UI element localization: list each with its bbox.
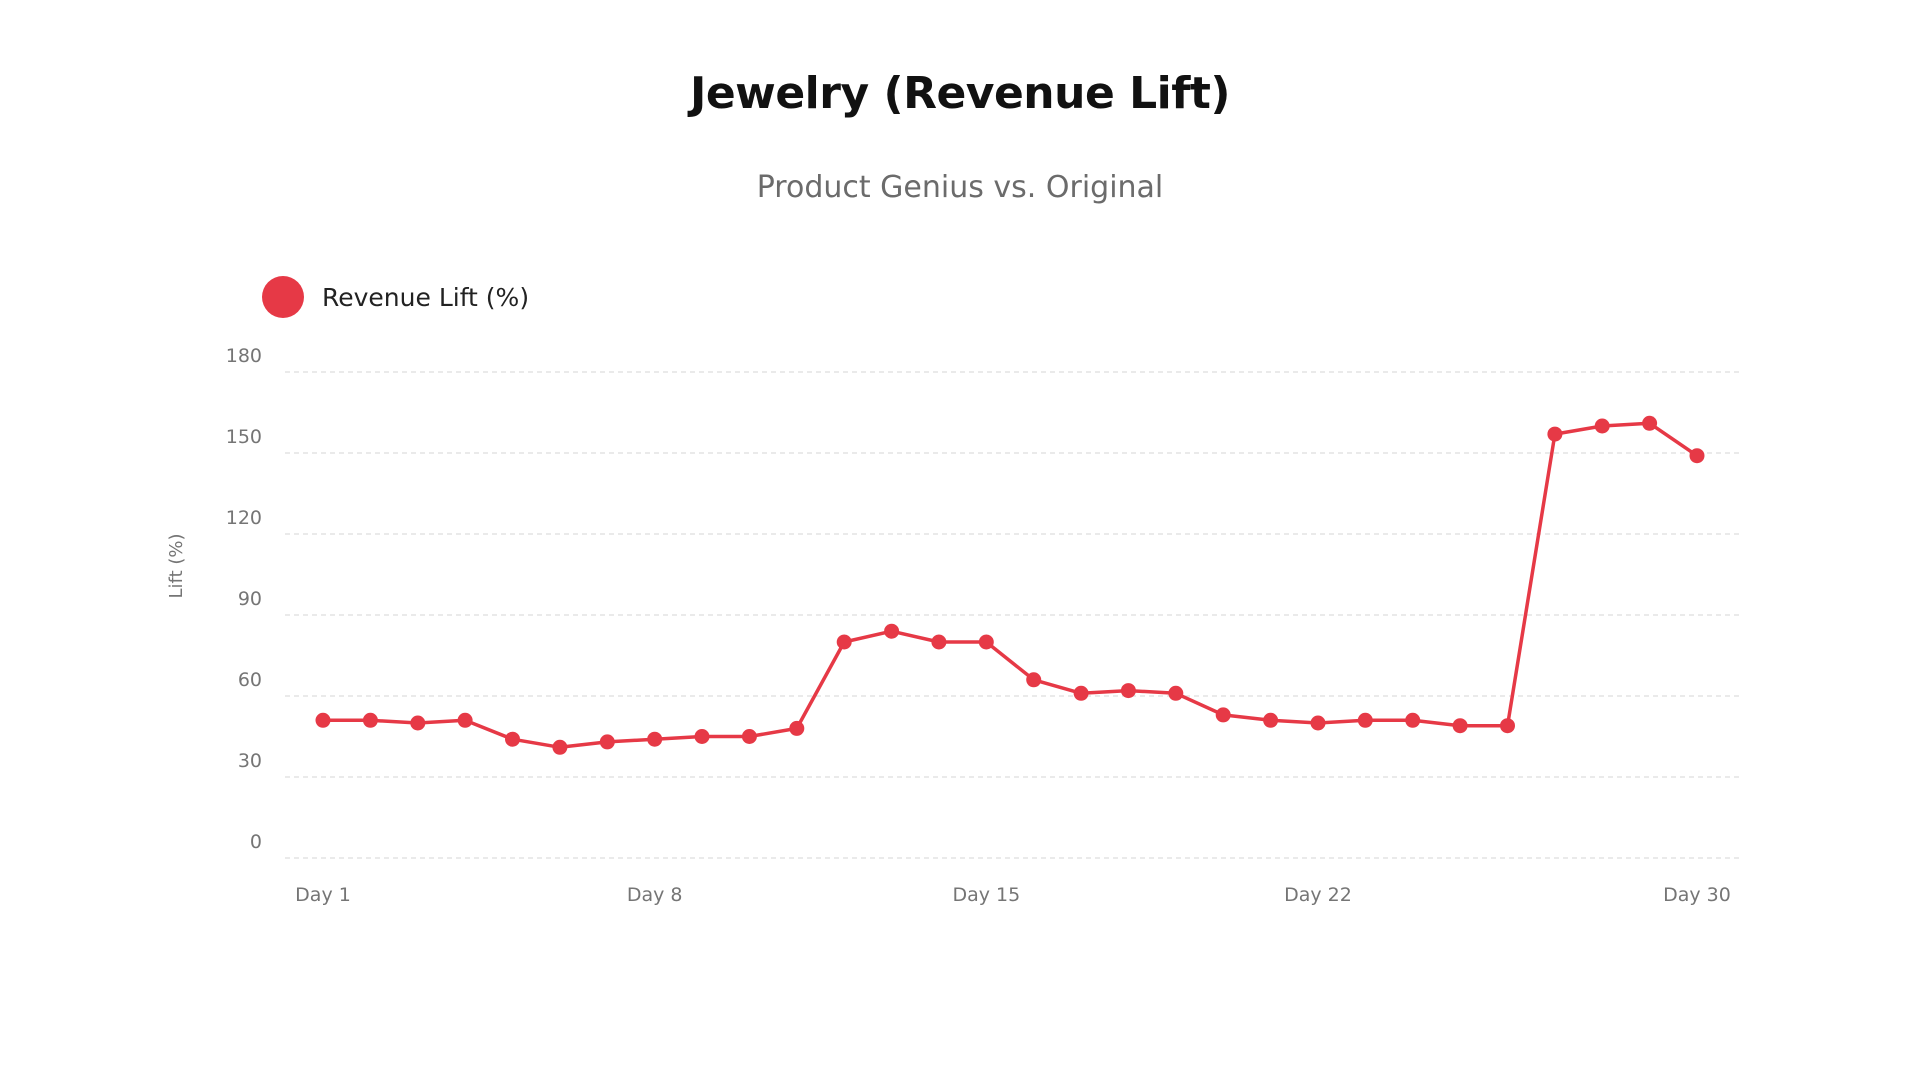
data-point-day-7[interactable]	[599, 734, 615, 750]
x-tick-label-15: Day 15	[952, 884, 1020, 906]
data-point-day-25[interactable]	[1452, 718, 1468, 734]
data-point-day-24[interactable]	[1405, 712, 1421, 728]
x-tick-label-22: Day 22	[1284, 884, 1352, 906]
y-tick-label-0: 0	[250, 831, 262, 853]
data-point-day-28[interactable]	[1594, 418, 1610, 434]
data-point-day-16[interactable]	[1026, 672, 1042, 688]
data-point-day-26[interactable]	[1500, 718, 1515, 734]
chart-title: Jewelry (Revenue Lift)	[689, 68, 1231, 119]
y-axis-title: Lift (%)	[166, 534, 187, 599]
y-tick-label-180: 180	[226, 345, 262, 367]
data-point-day-8[interactable]	[647, 731, 663, 747]
data-point-day-23[interactable]	[1357, 712, 1373, 728]
data-point-day-5[interactable]	[505, 731, 520, 747]
y-tick-label-150: 150	[226, 426, 262, 448]
data-point-day-15[interactable]	[978, 634, 994, 650]
data-point-day-18[interactable]	[1120, 683, 1136, 699]
y-tick-label-30: 30	[238, 750, 262, 772]
data-point-day-14[interactable]	[931, 634, 947, 650]
data-point-day-2[interactable]	[362, 712, 378, 728]
x-tick-label-8: Day 8	[627, 884, 683, 906]
legend-swatch	[262, 276, 304, 318]
x-tick-label-30: Day 30	[1663, 884, 1731, 906]
data-point-day-1[interactable]	[315, 712, 331, 728]
x-axis: Day 1 Day 8 Day 15 Day 22 Day 30	[295, 884, 1731, 906]
data-point-day-20[interactable]	[1215, 707, 1231, 723]
series-layer	[315, 415, 1705, 755]
data-point-day-30[interactable]	[1689, 448, 1705, 464]
data-point-day-11[interactable]	[789, 720, 805, 736]
series-line	[321, 421, 1699, 750]
data-point-day-13[interactable]	[884, 623, 900, 639]
data-point-day-29[interactable]	[1642, 415, 1658, 431]
data-point-day-17[interactable]	[1073, 685, 1089, 701]
data-point-day-22[interactable]	[1310, 715, 1326, 731]
chart-subtitle: Product Genius vs. Original	[756, 170, 1164, 205]
y-tick-label-60: 60	[238, 669, 262, 691]
data-point-day-10[interactable]	[741, 729, 757, 744]
x-tick-label-1: Day 1	[295, 884, 351, 906]
y-tick-label-120: 120	[226, 507, 262, 529]
legend: Revenue Lift (%)	[262, 276, 529, 318]
data-point-day-21[interactable]	[1263, 712, 1279, 728]
y-axis: 0 30 60 90 120 150 180 Lift (%)	[166, 345, 262, 853]
data-point-day-27[interactable]	[1547, 426, 1563, 442]
data-point-day-3[interactable]	[410, 715, 426, 731]
data-point-day-6[interactable]	[552, 739, 568, 755]
y-tick-label-90: 90	[238, 588, 262, 610]
legend-label: Revenue Lift (%)	[322, 282, 530, 312]
data-point-day-9[interactable]	[694, 729, 710, 744]
data-point-day-12[interactable]	[836, 634, 852, 650]
gridlines	[285, 371, 1740, 859]
data-point-day-19[interactable]	[1168, 685, 1184, 701]
data-point-day-4[interactable]	[457, 712, 473, 728]
